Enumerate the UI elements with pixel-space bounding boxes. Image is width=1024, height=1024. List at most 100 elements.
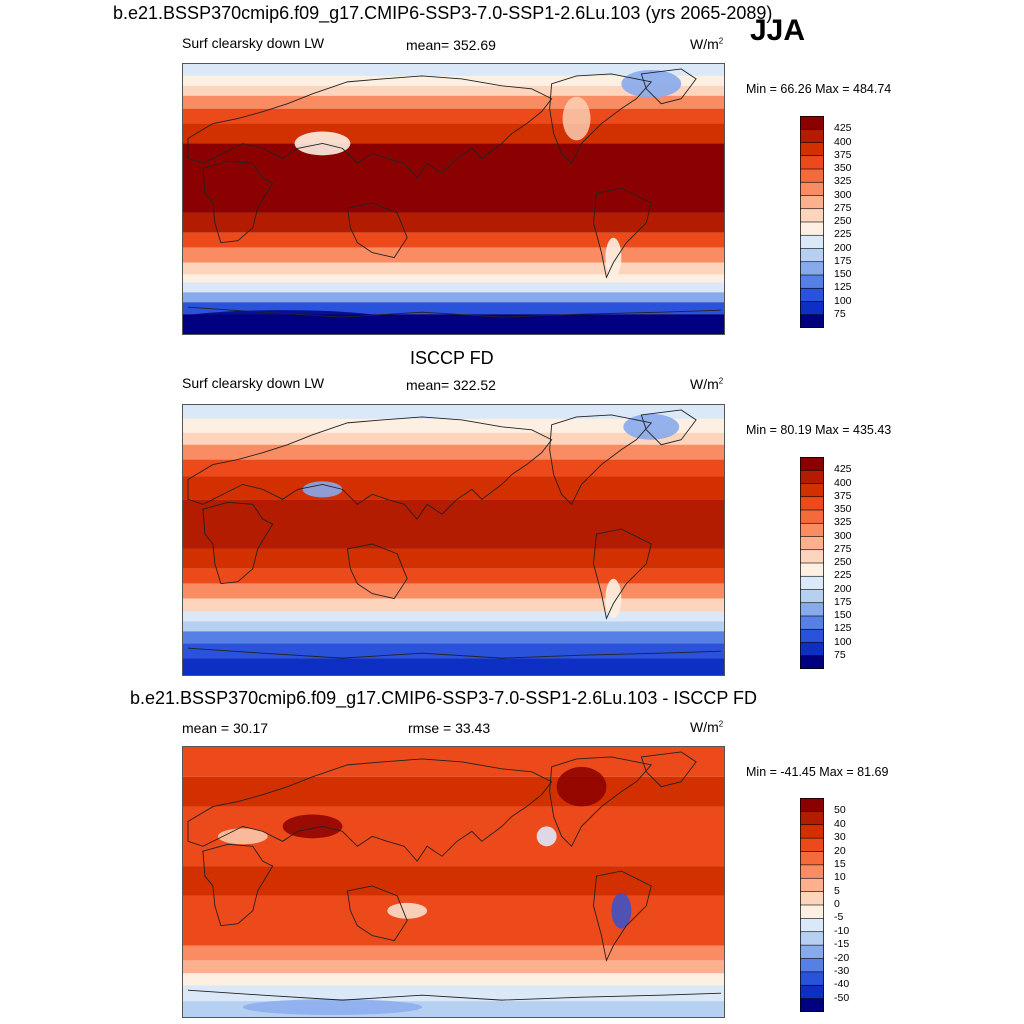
- coastline: [187, 416, 553, 520]
- field-band: [183, 432, 724, 445]
- colorbar-tick-label: 400: [834, 476, 852, 489]
- coastline: [187, 647, 722, 659]
- colorbar-svg: [800, 116, 824, 328]
- panel1-title: b.e21.BSSP370cmip6.f09_g17.CMIP6-SSP3-7.…: [113, 3, 773, 23]
- colorbar-tick-label: -20: [834, 951, 850, 964]
- colorbar-swatch: [800, 655, 824, 669]
- field-band: [183, 945, 724, 961]
- panel2-map: [182, 404, 725, 676]
- colorbar-swatch: [800, 457, 824, 472]
- colorbar-swatch: [800, 931, 824, 946]
- coastline: [346, 202, 408, 259]
- panel2-title: ISCCP FD: [410, 348, 494, 368]
- colorbar-tick-label: -50: [834, 991, 850, 1004]
- field-band: [183, 405, 724, 419]
- field-anomaly: [387, 902, 428, 919]
- colorbar-tick-label: 425: [834, 122, 852, 135]
- colorbar-tick-label: 50: [834, 804, 846, 817]
- colorbar-tick-label: 125: [834, 622, 852, 635]
- colorbar-tick-label: 300: [834, 188, 852, 201]
- colorbar-swatch: [800, 314, 824, 328]
- coastline: [593, 187, 652, 279]
- season-label: JJA: [750, 14, 806, 47]
- colorbar-swatch: [800, 958, 824, 973]
- colorbar-swatch: [800, 811, 824, 826]
- colorbar-tick-label: 150: [834, 609, 852, 621]
- field-band: [183, 611, 724, 622]
- colorbar-tick-label: 100: [834, 294, 852, 307]
- colorbar-tick-label: -10: [834, 924, 850, 937]
- colorbar-tick-label: 15: [834, 857, 846, 870]
- colorbar-swatch: [800, 168, 824, 184]
- colorbar-swatch: [800, 798, 824, 813]
- panel1-mean-label: mean= 352.69: [406, 37, 496, 53]
- colorbar-tick-label: 250: [834, 556, 852, 568]
- field-band: [183, 123, 724, 144]
- coastline: [549, 73, 653, 165]
- colorbar-swatch: [800, 287, 824, 303]
- colorbar-tick-label: 400: [834, 135, 852, 148]
- panel3-map: [182, 746, 725, 1018]
- colorbar-swatch: [800, 944, 824, 960]
- colorbar-tick-label: 300: [834, 529, 852, 542]
- colorbar-tick-label: 20: [834, 844, 846, 857]
- colorbar-svg: [800, 798, 824, 1012]
- field-anomaly: [611, 892, 632, 929]
- colorbar-tick-label: -30: [834, 964, 850, 977]
- coastline: [640, 409, 697, 446]
- colorbar-tick-label: 125: [834, 281, 852, 294]
- field-anomaly: [556, 766, 607, 807]
- field-band: [183, 548, 724, 569]
- field-band: [183, 247, 724, 263]
- colorbar-tick-label: -40: [834, 978, 850, 991]
- field-band: [183, 459, 724, 477]
- field-band: [183, 643, 724, 659]
- colorbar-swatch: [800, 904, 824, 920]
- colorbar-swatch: [800, 221, 824, 237]
- colorbar-tick-label: 275: [834, 542, 852, 555]
- field-anomaly: [302, 481, 343, 498]
- colorbar-tick-label: 175: [834, 595, 852, 608]
- colorbar-svg: [800, 457, 824, 669]
- coastline: [640, 68, 697, 105]
- field-band: [183, 621, 724, 632]
- map-field: [183, 405, 724, 675]
- coastline: [346, 543, 408, 600]
- panel1-minmax: Min = 66.26 Max = 484.74: [746, 82, 892, 96]
- colorbar-swatch: [800, 998, 824, 1012]
- map-field: [183, 747, 724, 1017]
- field-band: [183, 973, 724, 986]
- field-band: [183, 658, 724, 675]
- colorbar-tick-label: 30: [834, 831, 846, 844]
- field-anomaly: [623, 413, 680, 440]
- colorbar-swatch: [800, 864, 824, 880]
- colorbar-swatch: [800, 261, 824, 276]
- colorbar-swatch: [800, 877, 824, 893]
- colorbar-swatch: [800, 274, 824, 290]
- colorbar-swatch: [800, 522, 824, 538]
- panel2-mean-label: mean= 322.52: [406, 377, 496, 393]
- colorbar-swatch: [800, 984, 824, 1000]
- colorbar-swatch: [800, 181, 824, 197]
- field-anomaly: [242, 999, 423, 1016]
- colorbar-swatch: [800, 575, 824, 591]
- field-band: [183, 85, 724, 96]
- colorbar-tick-label: 325: [834, 516, 852, 529]
- colorbar-tick-label: 40: [834, 817, 846, 830]
- colorbar-tick-label: 250: [834, 215, 852, 227]
- field-band: [183, 960, 724, 974]
- colorbar-swatch: [800, 891, 824, 906]
- colorbar-tick-label: 200: [834, 241, 852, 254]
- field-band: [183, 282, 724, 293]
- colorbar-swatch: [800, 128, 824, 144]
- coastline: [202, 501, 274, 585]
- colorbar-tick-label: 100: [834, 635, 852, 648]
- colorbar-tick-label: 375: [834, 489, 852, 502]
- colorbar-tick-label: -5: [834, 911, 844, 924]
- colorbar-swatch: [800, 628, 824, 644]
- colorbar-tick-label: 5: [834, 884, 840, 897]
- field-band: [183, 444, 724, 460]
- field-band: [183, 143, 724, 213]
- field-band: [183, 302, 724, 315]
- colorbar-swatch: [800, 509, 824, 525]
